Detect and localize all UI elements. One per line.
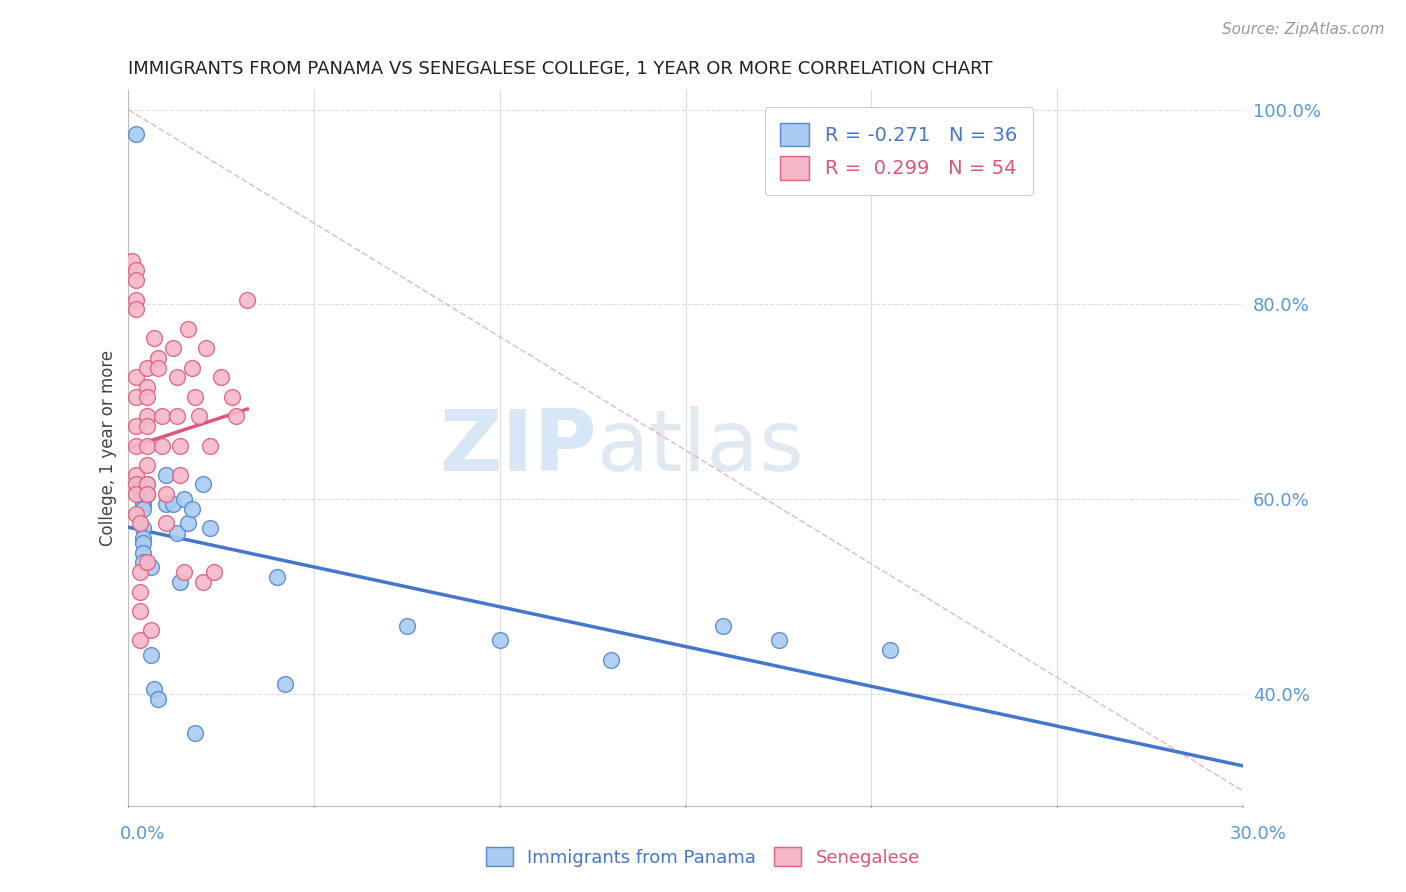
Point (136, 555, 159, 569)
Point (177, 322, 200, 336)
Point (155, 467, 177, 482)
Point (155, 516, 177, 531)
Point (166, 526, 188, 541)
Point (125, 273, 148, 287)
Point (173, 565, 195, 579)
Point (125, 419, 148, 434)
Point (139, 624, 162, 638)
Point (202, 565, 225, 579)
Point (155, 487, 177, 501)
Point (225, 409, 247, 424)
Point (125, 127, 148, 141)
Point (125, 487, 148, 501)
Point (128, 604, 150, 618)
Point (132, 497, 155, 511)
Text: IMMIGRANTS FROM PANAMA VS SENEGALESE COLLEGE, 1 YEAR OR MORE CORRELATION CHART: IMMIGRANTS FROM PANAMA VS SENEGALESE COL… (128, 60, 993, 78)
Point (132, 536, 155, 550)
Point (143, 681, 166, 696)
Point (273, 677, 295, 691)
Point (150, 438, 173, 452)
Point (184, 390, 207, 404)
Point (148, 351, 170, 365)
Point (125, 477, 148, 491)
Point (266, 570, 288, 584)
Point (132, 491, 155, 506)
Point (136, 487, 159, 501)
Point (136, 458, 159, 472)
Point (184, 725, 207, 739)
Legend: Immigrants from Panama, Senegalese: Immigrants from Panama, Senegalese (478, 840, 928, 874)
Point (180, 501, 202, 516)
Point (177, 516, 200, 531)
Point (148, 691, 170, 706)
Point (132, 555, 155, 569)
Point (132, 545, 155, 559)
Point (236, 293, 259, 307)
Point (148, 360, 170, 375)
Point (195, 341, 218, 355)
Point (128, 487, 150, 501)
Point (125, 438, 148, 452)
Point (489, 633, 512, 648)
Point (209, 370, 232, 384)
Point (132, 501, 155, 516)
Point (191, 477, 214, 491)
Point (169, 438, 191, 452)
Point (125, 302, 148, 317)
Point (166, 409, 188, 424)
Point (128, 584, 150, 599)
Point (136, 360, 159, 375)
Point (125, 263, 148, 277)
Point (128, 516, 150, 531)
Point (136, 438, 159, 452)
Point (128, 565, 150, 579)
Point (132, 531, 155, 545)
Point (155, 497, 177, 511)
Text: ZIP: ZIP (439, 407, 596, 490)
Point (162, 497, 184, 511)
Point (139, 560, 162, 574)
Point (221, 390, 243, 404)
Point (121, 253, 143, 268)
Legend: R = -0.271   N = 36, R =  0.299   N = 54: R = -0.271 N = 36, R = 0.299 N = 54 (765, 107, 1032, 195)
Point (600, 653, 623, 667)
Point (128, 477, 150, 491)
Point (768, 633, 790, 648)
Point (125, 390, 148, 404)
Point (125, 467, 148, 482)
Point (200, 521, 222, 535)
Point (139, 648, 162, 662)
Point (150, 409, 173, 424)
Point (180, 360, 202, 375)
Point (136, 477, 159, 491)
Point (125, 507, 148, 521)
Point (169, 574, 191, 589)
Point (166, 370, 188, 384)
Point (136, 419, 159, 434)
Point (136, 390, 159, 404)
Point (125, 370, 148, 384)
Point (169, 467, 191, 482)
Point (879, 643, 901, 657)
Text: 30.0%: 30.0% (1230, 825, 1286, 843)
Point (125, 293, 148, 307)
Point (711, 618, 734, 632)
Point (162, 341, 184, 355)
Point (191, 574, 214, 589)
Text: Source: ZipAtlas.com: Source: ZipAtlas.com (1222, 22, 1385, 37)
Text: atlas: atlas (596, 407, 804, 490)
Point (132, 521, 155, 535)
Point (188, 409, 211, 424)
Point (173, 491, 195, 506)
Point (136, 477, 159, 491)
Text: 0.0%: 0.0% (120, 825, 165, 843)
Y-axis label: College, 1 year or more: College, 1 year or more (100, 350, 117, 546)
Point (136, 409, 159, 424)
Point (396, 618, 419, 632)
Point (136, 380, 159, 394)
Point (136, 487, 159, 501)
Point (200, 438, 222, 452)
Point (128, 633, 150, 648)
Point (143, 331, 166, 345)
